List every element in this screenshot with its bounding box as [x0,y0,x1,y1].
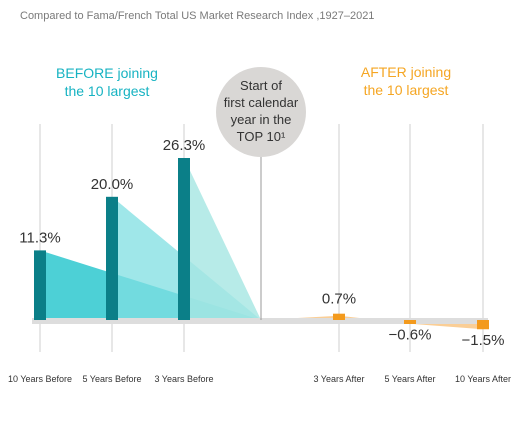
category-tick-labels: 10 Years Before 5 Years Before 3 Years Bef… [8,374,511,384]
value-label-2: 20.0% [91,176,134,193]
after-group-label-line-1: AFTER joining [361,64,451,80]
tick-label-4: 3 Years After [313,374,364,384]
value-label-3: 26.3% [163,137,206,154]
tick-label-6: 10 Years After [455,374,511,384]
before-group-label-line-1: BEFORE joining [56,65,158,81]
bar-4 [333,313,345,320]
bar-1 [34,250,46,320]
value-label-1: 11.3% [19,229,60,246]
center-circle [216,67,306,157]
value-label-6: −1.5% [462,332,505,349]
tick-label-1: 10 Years Before [8,374,72,384]
bar-3 [178,158,190,320]
center-label-line-2: first calendar [224,95,299,110]
tick-label-2: 5 Years Before [82,374,141,384]
before-fill-3 [184,158,261,320]
center-label-line-1: Start of [240,78,282,93]
bars [34,158,489,330]
after-group-label-line-2: the 10 largest [364,82,449,98]
bar-5 [404,320,416,324]
value-label-5: −0.6% [389,327,432,344]
value-labels: 11.3% 20.0% 26.3% 0.7% −0.6% −1.5% [19,137,504,349]
before-group-label-line-2: the 10 largest [65,83,150,99]
center-label-line-4: TOP 10¹ [237,129,286,144]
center-label-line-3: year in the [231,112,292,127]
tick-label-5: 5 Years After [384,374,435,384]
bar-6 [477,320,489,330]
tick-label-3: 3 Years Before [154,374,213,384]
baseline [32,318,488,324]
value-label-4: 0.7% [322,291,356,308]
chart-subtitle: Compared to Fama/French Total US Market … [20,10,374,22]
bar-2 [106,196,118,320]
